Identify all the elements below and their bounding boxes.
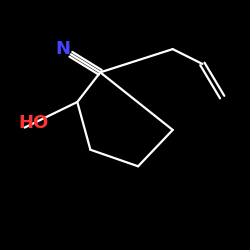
Text: HO: HO <box>18 114 49 132</box>
Text: N: N <box>55 40 70 58</box>
